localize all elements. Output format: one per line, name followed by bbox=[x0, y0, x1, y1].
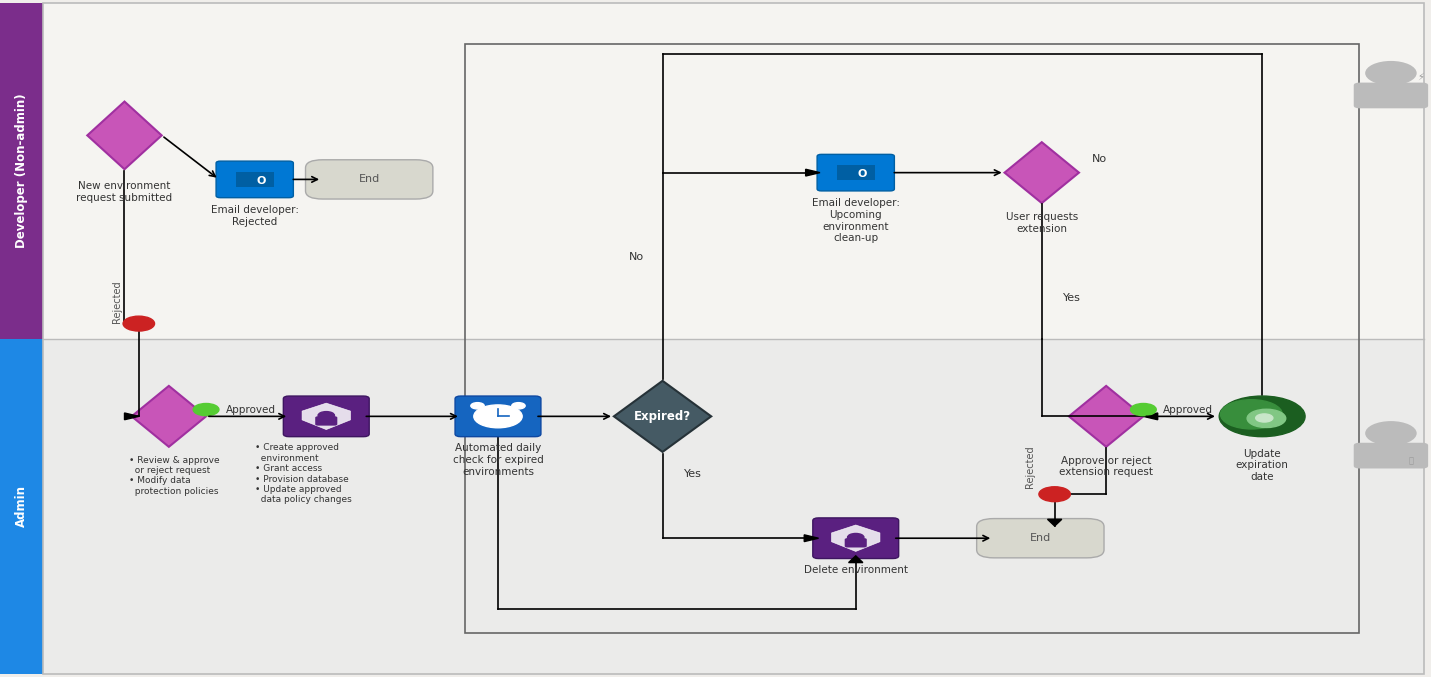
Polygon shape bbox=[302, 403, 351, 429]
FancyBboxPatch shape bbox=[0, 3, 43, 338]
Circle shape bbox=[1246, 409, 1285, 428]
Circle shape bbox=[1039, 487, 1070, 502]
Circle shape bbox=[1255, 414, 1272, 422]
FancyBboxPatch shape bbox=[315, 416, 338, 426]
Text: Email developer:
Rejected: Email developer: Rejected bbox=[210, 205, 299, 227]
Circle shape bbox=[847, 533, 864, 541]
Circle shape bbox=[193, 403, 219, 416]
Circle shape bbox=[1219, 396, 1305, 437]
Text: • Create approved
  environment
• Grant access
• Provision database
• Update app: • Create approved environment • Grant ac… bbox=[255, 443, 352, 504]
Polygon shape bbox=[806, 169, 820, 176]
Text: End: End bbox=[1030, 533, 1050, 543]
FancyBboxPatch shape bbox=[216, 161, 293, 198]
Polygon shape bbox=[1143, 413, 1158, 420]
Circle shape bbox=[318, 412, 335, 419]
FancyBboxPatch shape bbox=[844, 538, 867, 548]
Circle shape bbox=[1365, 421, 1417, 445]
FancyBboxPatch shape bbox=[236, 172, 273, 187]
Text: Rejected: Rejected bbox=[113, 280, 122, 322]
Text: Rejected: Rejected bbox=[1026, 446, 1035, 488]
Text: End: End bbox=[359, 175, 379, 184]
Circle shape bbox=[471, 403, 484, 409]
FancyBboxPatch shape bbox=[455, 396, 541, 437]
Text: O: O bbox=[859, 169, 867, 179]
Text: No: No bbox=[1092, 154, 1108, 164]
Polygon shape bbox=[132, 386, 206, 447]
Polygon shape bbox=[1069, 386, 1143, 447]
Circle shape bbox=[1365, 61, 1417, 85]
Text: • Review & approve
  or reject request
• Modify data
  protection policies: • Review & approve or reject request • M… bbox=[129, 456, 219, 496]
FancyBboxPatch shape bbox=[43, 338, 1424, 674]
FancyBboxPatch shape bbox=[813, 518, 899, 559]
Text: Approved: Approved bbox=[226, 405, 276, 414]
Text: ⚡: ⚡ bbox=[1417, 72, 1424, 81]
FancyBboxPatch shape bbox=[283, 396, 369, 437]
Polygon shape bbox=[614, 380, 711, 452]
FancyBboxPatch shape bbox=[837, 165, 874, 180]
Circle shape bbox=[512, 403, 525, 409]
Polygon shape bbox=[87, 102, 162, 169]
Text: Expired?: Expired? bbox=[634, 410, 691, 423]
Text: Approve or reject
extension request: Approve or reject extension request bbox=[1059, 456, 1153, 477]
FancyBboxPatch shape bbox=[0, 338, 43, 674]
Text: Yes: Yes bbox=[1063, 293, 1080, 303]
Polygon shape bbox=[124, 413, 139, 420]
FancyBboxPatch shape bbox=[43, 3, 1424, 338]
Polygon shape bbox=[804, 535, 819, 542]
Text: Approved: Approved bbox=[1163, 405, 1213, 414]
Text: Admin: Admin bbox=[14, 485, 29, 527]
FancyBboxPatch shape bbox=[817, 154, 894, 191]
Circle shape bbox=[1221, 399, 1282, 429]
FancyBboxPatch shape bbox=[1354, 443, 1428, 468]
Polygon shape bbox=[1047, 519, 1062, 526]
Text: Automated daily
check for expired
environments: Automated daily check for expired enviro… bbox=[452, 443, 544, 477]
Text: Email developer:
Upcoming
environment
clean-up: Email developer: Upcoming environment cl… bbox=[811, 198, 900, 243]
Text: 🛡: 🛡 bbox=[1408, 456, 1412, 465]
FancyBboxPatch shape bbox=[1354, 83, 1428, 108]
Polygon shape bbox=[831, 525, 880, 551]
Text: O: O bbox=[849, 165, 863, 180]
Text: O: O bbox=[258, 176, 266, 186]
Text: Update
expiration
date: Update expiration date bbox=[1236, 449, 1288, 482]
FancyBboxPatch shape bbox=[306, 160, 432, 199]
Text: O: O bbox=[248, 172, 262, 187]
Circle shape bbox=[474, 405, 522, 428]
Text: Delete environment: Delete environment bbox=[804, 565, 907, 575]
Circle shape bbox=[1130, 403, 1156, 416]
Bar bbox=[465, 44, 1359, 633]
Text: Developer (Non-admin): Developer (Non-admin) bbox=[14, 93, 29, 248]
Text: No: No bbox=[630, 253, 644, 262]
Text: User requests
extension: User requests extension bbox=[1006, 212, 1078, 234]
Circle shape bbox=[123, 316, 155, 331]
Text: New environment
request submitted: New environment request submitted bbox=[76, 181, 173, 203]
Text: Yes: Yes bbox=[684, 469, 701, 479]
FancyBboxPatch shape bbox=[976, 519, 1105, 558]
Polygon shape bbox=[849, 556, 863, 563]
Polygon shape bbox=[1005, 142, 1079, 203]
